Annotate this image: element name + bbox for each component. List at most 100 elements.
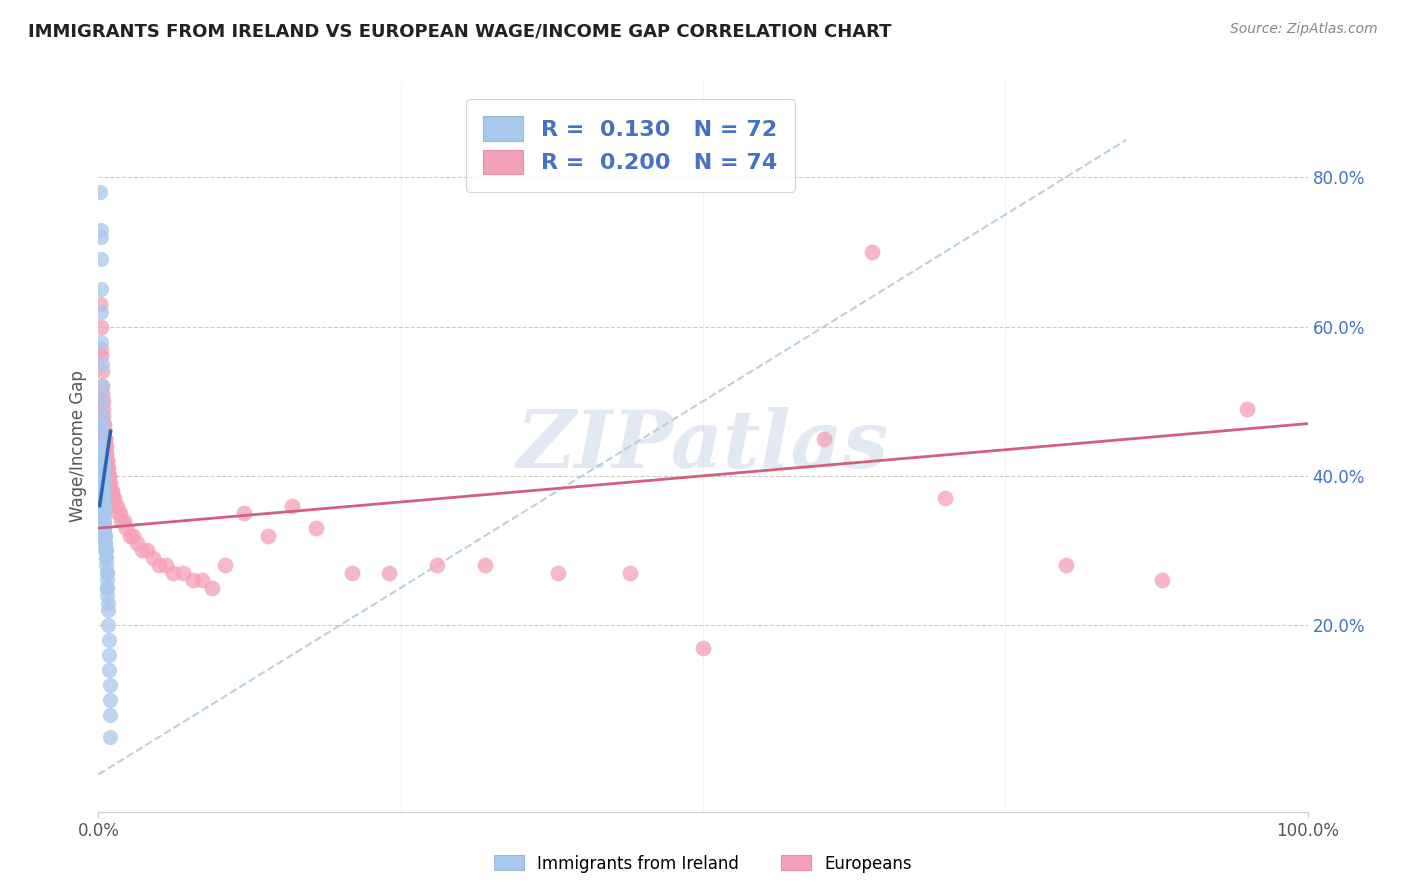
Point xyxy=(91,468,114,483)
Point xyxy=(98,692,121,706)
Point xyxy=(90,222,112,236)
Point xyxy=(305,521,328,535)
Point xyxy=(110,514,132,528)
Point xyxy=(96,566,118,580)
Point xyxy=(93,514,115,528)
Point xyxy=(89,483,111,498)
Point xyxy=(1236,401,1258,416)
Point xyxy=(98,663,121,677)
Point xyxy=(93,417,115,431)
Point xyxy=(91,409,114,424)
Point xyxy=(91,446,114,460)
Point xyxy=(94,536,117,550)
Point xyxy=(162,566,184,580)
Point xyxy=(201,581,224,595)
Point xyxy=(93,424,115,438)
Point xyxy=(97,633,120,648)
Point xyxy=(90,319,112,334)
Point xyxy=(91,439,114,453)
Point xyxy=(91,476,114,491)
Point xyxy=(91,476,114,491)
Point xyxy=(131,543,153,558)
Point xyxy=(93,528,115,542)
Point xyxy=(94,543,117,558)
Point xyxy=(98,707,121,722)
Point xyxy=(96,566,118,580)
Text: IMMIGRANTS FROM IRELAND VS EUROPEAN WAGE/INCOME GAP CORRELATION CHART: IMMIGRANTS FROM IRELAND VS EUROPEAN WAGE… xyxy=(28,22,891,40)
Text: ZIPatlas: ZIPatlas xyxy=(517,408,889,484)
Point xyxy=(155,558,177,573)
Point xyxy=(89,297,111,311)
Point xyxy=(91,468,114,483)
Point xyxy=(93,521,115,535)
Y-axis label: Wage/Income Gap: Wage/Income Gap xyxy=(69,370,87,522)
Point xyxy=(90,334,112,349)
Point xyxy=(96,581,118,595)
Point xyxy=(100,483,122,498)
Legend: R =  0.130   N = 72, R =  0.200   N = 74: R = 0.130 N = 72, R = 0.200 N = 74 xyxy=(465,99,796,192)
Point xyxy=(101,491,124,506)
Point xyxy=(98,476,121,491)
Point xyxy=(91,476,114,491)
Point xyxy=(93,528,115,542)
Point xyxy=(94,446,117,460)
Point xyxy=(93,499,115,513)
Point xyxy=(692,640,714,655)
Point xyxy=(118,528,141,542)
Point xyxy=(426,558,449,573)
Point xyxy=(91,409,114,424)
Point xyxy=(90,252,112,267)
Point xyxy=(181,574,204,588)
Point xyxy=(91,394,114,409)
Point xyxy=(94,439,117,453)
Point xyxy=(191,574,214,588)
Point xyxy=(94,528,117,542)
Point xyxy=(89,186,111,200)
Point xyxy=(172,566,194,580)
Point xyxy=(96,551,118,566)
Point xyxy=(96,574,118,588)
Legend: Immigrants from Ireland, Europeans: Immigrants from Ireland, Europeans xyxy=(488,848,918,880)
Text: Source: ZipAtlas.com: Source: ZipAtlas.com xyxy=(1230,22,1378,37)
Point xyxy=(98,730,121,744)
Point xyxy=(96,581,118,595)
Point xyxy=(813,432,835,446)
Point xyxy=(94,439,117,453)
Point xyxy=(97,468,120,483)
Point xyxy=(96,454,118,468)
Point xyxy=(90,342,112,356)
Point xyxy=(91,446,114,460)
Point xyxy=(91,483,114,498)
Point xyxy=(91,454,114,468)
Point xyxy=(97,603,120,617)
Point xyxy=(93,499,115,513)
Point xyxy=(93,499,115,513)
Point xyxy=(94,536,117,550)
Point xyxy=(93,417,115,431)
Point xyxy=(91,386,114,401)
Point xyxy=(96,461,118,475)
Point xyxy=(93,491,115,506)
Point xyxy=(94,543,117,558)
Point xyxy=(91,468,114,483)
Point xyxy=(97,618,120,632)
Point xyxy=(148,558,170,573)
Point xyxy=(91,483,114,498)
Point xyxy=(377,566,399,580)
Point xyxy=(122,528,145,542)
Point xyxy=(100,483,122,498)
Point xyxy=(93,521,115,535)
Point xyxy=(103,491,125,506)
Point xyxy=(108,506,131,520)
Point xyxy=(96,454,118,468)
Point xyxy=(90,357,112,371)
Point xyxy=(127,536,149,550)
Point xyxy=(90,364,112,378)
Point xyxy=(94,543,117,558)
Point xyxy=(93,491,115,506)
Point xyxy=(547,566,569,580)
Point xyxy=(232,506,254,520)
Point xyxy=(934,491,956,506)
Point xyxy=(142,551,165,566)
Point xyxy=(1054,558,1077,573)
